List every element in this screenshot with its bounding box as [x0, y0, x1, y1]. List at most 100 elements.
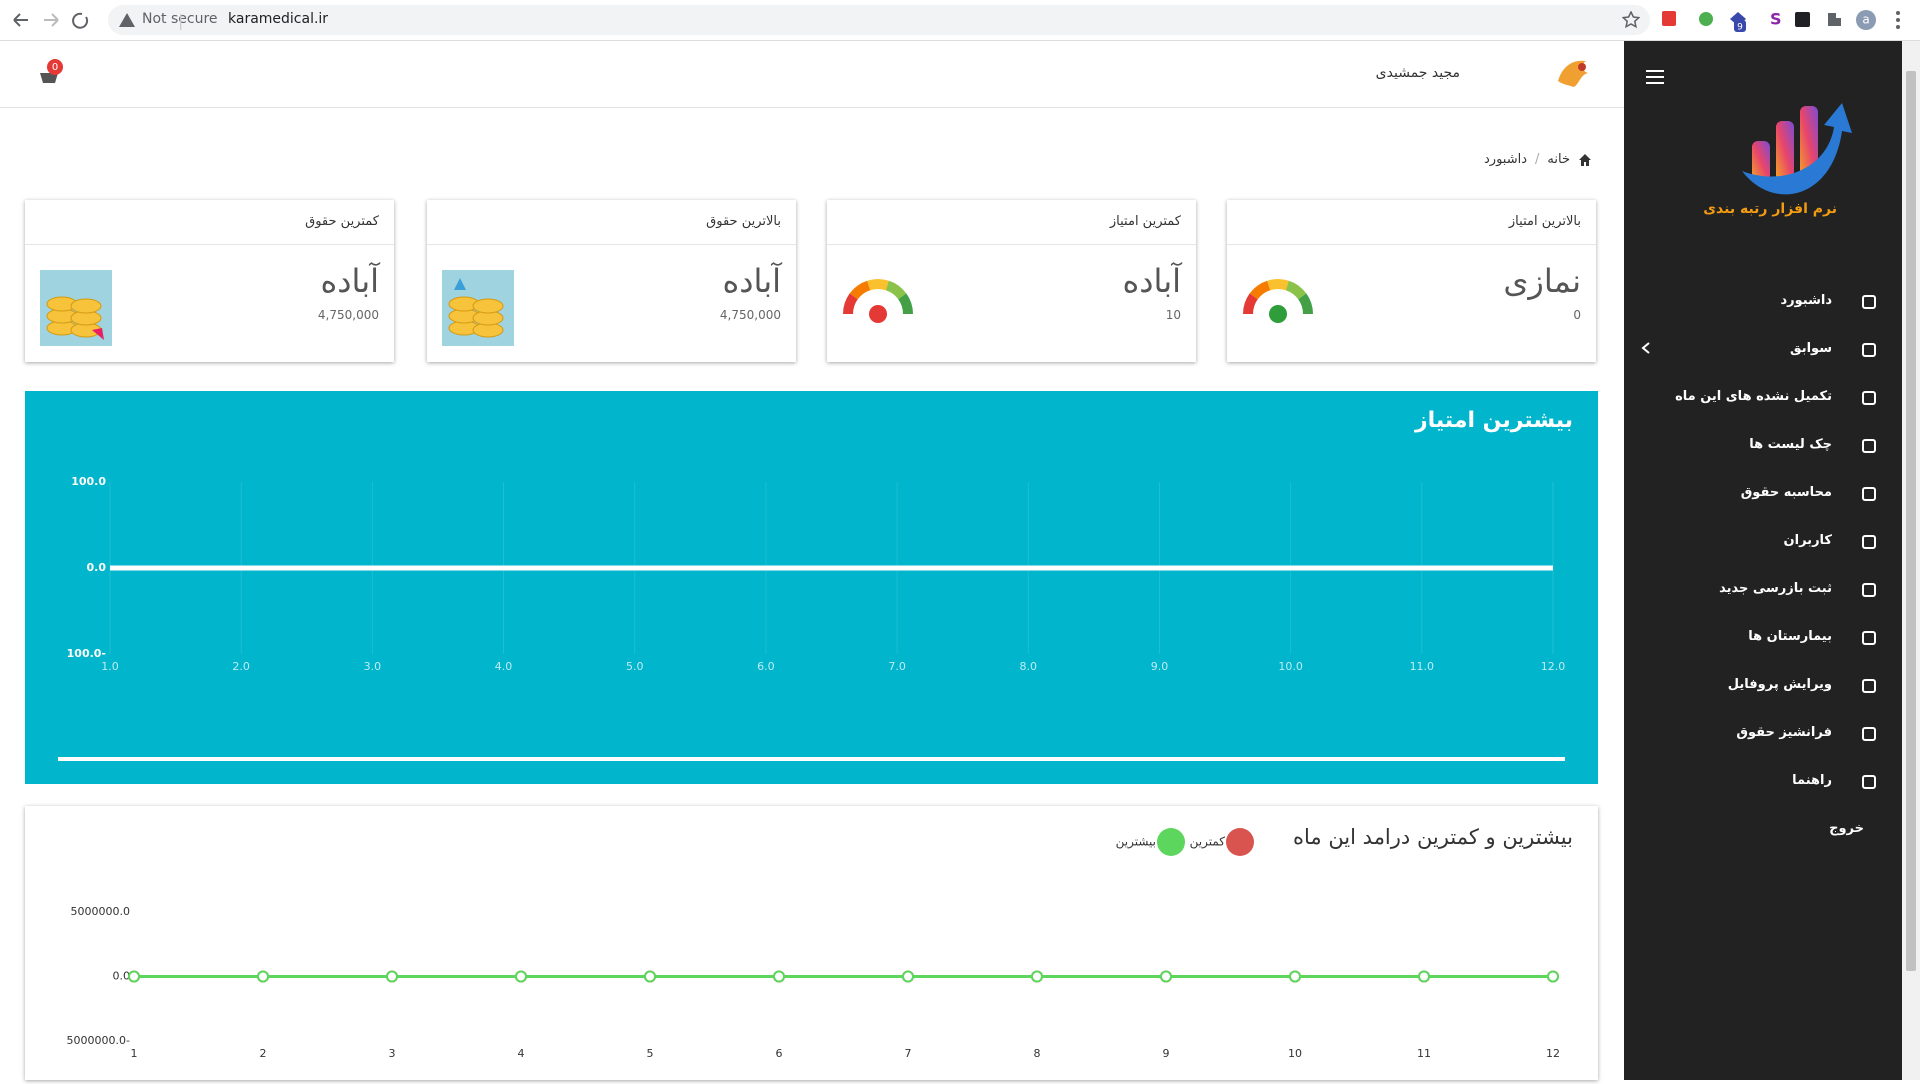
x-tick-label: 6.0 [757, 660, 775, 673]
card-divider [25, 244, 394, 245]
menu-icon [1862, 295, 1876, 309]
menu-item[interactable]: چک لیست ها [1749, 437, 1832, 452]
url: karamedical.ir [228, 11, 329, 27]
y-tick-label: 5000000.0 [71, 905, 131, 918]
profile-initial: a [1862, 13, 1869, 27]
card-name: آباده [320, 262, 379, 300]
menu-icon-shape [1862, 775, 1876, 789]
score-chart-panel: بیشترین امتیاز 1.0 2.0 3.0 4.0 5.0 6.0 7.0 8.0 9… [25, 391, 1598, 784]
series-marker[interactable] [128, 970, 140, 983]
x-tick-label: 12 [1546, 1047, 1560, 1060]
address-bar[interactable]: Not secure | karamedical.ir [108, 5, 1650, 35]
series-marker[interactable] [1418, 970, 1430, 983]
menu-item[interactable]: ثبت بازرسی جدید [1719, 581, 1832, 596]
menu-icon-shape [1862, 535, 1876, 549]
menu-item[interactable]: راهنما [1792, 773, 1832, 788]
scroll-thumb[interactable] [1906, 71, 1916, 971]
collapse-arrow[interactable] [1640, 341, 1652, 355]
menu-item[interactable]: فرانشیز حقوق [1736, 725, 1832, 740]
x-tick-label: 12.0 [1541, 660, 1566, 673]
card-value: 4,750,000 [317, 308, 379, 322]
x-tick-label: 11 [1417, 1047, 1431, 1060]
cart-button[interactable]: 0 [36, 55, 72, 89]
legend-label: کمترین [1190, 835, 1226, 850]
card-title: بالاترین امتیاز [1508, 214, 1581, 229]
user-name: مجید جمشیدی [1375, 65, 1460, 81]
card-divider [1227, 244, 1596, 245]
x-tick-label: 3.0 [364, 660, 382, 673]
stat-card: بالاترین حقوق آباده 4,750,000 [427, 200, 796, 362]
sidebar: نرم افزار رتبه بندی داشبورد سوابق تکمیل نش… [1624, 41, 1902, 1080]
x-tick-label: 3 [389, 1047, 396, 1060]
gauge-segment [843, 293, 858, 315]
series-marker[interactable] [257, 970, 269, 983]
header: 0 مجید جمشیدی [0, 41, 1624, 108]
card-value: 0 [1573, 308, 1581, 322]
chart-title: بیشترین و کمترین درامد این ماه [1293, 825, 1573, 849]
home-icon [1579, 153, 1591, 166]
card-divider [827, 244, 1196, 245]
menu-icon [1862, 727, 1876, 741]
scrollbar[interactable] [1902, 41, 1920, 1080]
gauge-segment [1298, 293, 1313, 315]
breadcrumb-home[interactable]: خانه [1547, 152, 1570, 167]
x-tick-label: 7 [905, 1047, 912, 1060]
coin-arrow [92, 328, 104, 340]
series-marker[interactable] [1031, 970, 1043, 983]
card-title: کمترین حقوق [305, 214, 379, 229]
nav-buttons[interactable] [10, 8, 90, 32]
series-marker[interactable] [644, 970, 656, 983]
x-tick-label: 4.0 [495, 660, 512, 673]
card-name: آباده [722, 262, 781, 300]
coin [70, 298, 102, 314]
series-marker[interactable] [773, 970, 785, 983]
x-tick-label: 5.0 [626, 660, 644, 673]
x-tick-label: 9 [1163, 1047, 1170, 1060]
gauge-segment [867, 279, 889, 291]
series-marker[interactable] [386, 970, 398, 983]
card-name: آباده [1122, 262, 1181, 300]
menu-icon [1862, 439, 1876, 453]
menu-item[interactable]: تکمیل نشده های این ماه [1675, 389, 1832, 404]
x-tick-label: 10 [1288, 1047, 1302, 1060]
menu-item[interactable]: داشبورد [1780, 293, 1832, 308]
y-tick-label: 100.0- [67, 647, 106, 660]
series-marker[interactable] [1160, 970, 1172, 983]
menu-item[interactable]: خروج [1829, 821, 1864, 836]
menu-icon [1862, 343, 1876, 357]
menu-icon [1862, 775, 1876, 789]
series-marker[interactable] [902, 970, 914, 983]
breadcrumb-current: داشبورد [1484, 152, 1528, 167]
x-tick-label: 8 [1034, 1047, 1041, 1060]
coin [472, 298, 504, 314]
chart-title: بیشترین امتیاز [1414, 408, 1573, 433]
brand-name: نرم افزار رتبه بندی [1703, 201, 1837, 217]
x-tick-label: 10.0 [1278, 660, 1303, 673]
hamburger-button[interactable] [1644, 67, 1668, 87]
series-marker[interactable] [515, 970, 527, 983]
menu-item[interactable]: محاسبه حقوق [1740, 485, 1832, 500]
menu-item[interactable]: سوابق [1790, 341, 1832, 356]
legend-swatch[interactable] [1157, 828, 1185, 856]
stat-card: بالاترین امتیاز نمازی 0 [1227, 200, 1596, 362]
x-tick-label: 11.0 [1410, 660, 1435, 673]
legend-swatch[interactable] [1226, 828, 1254, 856]
menu-icon [1862, 487, 1876, 501]
gauge-segment [849, 280, 871, 300]
series-marker[interactable] [1547, 970, 1559, 983]
menu-item[interactable]: ویرایش پروفایل [1727, 677, 1832, 692]
card-name: نمازی [1503, 262, 1581, 300]
menu-item[interactable]: کاربران [1783, 533, 1832, 548]
star-icon[interactable] [1622, 11, 1640, 29]
user-avatar [1558, 60, 1588, 87]
x-tick-label: 2 [260, 1047, 267, 1060]
extensions[interactable]: 9 S a [1660, 8, 1910, 34]
menu-item[interactable]: بیمارستان ها [1748, 629, 1832, 644]
series-marker[interactable] [1289, 970, 1301, 983]
menu-icon-shape [1862, 295, 1876, 309]
menu-icon-shape [1862, 487, 1876, 501]
x-tick-label: 8.0 [1020, 660, 1038, 673]
gauge-segment [1243, 293, 1258, 315]
